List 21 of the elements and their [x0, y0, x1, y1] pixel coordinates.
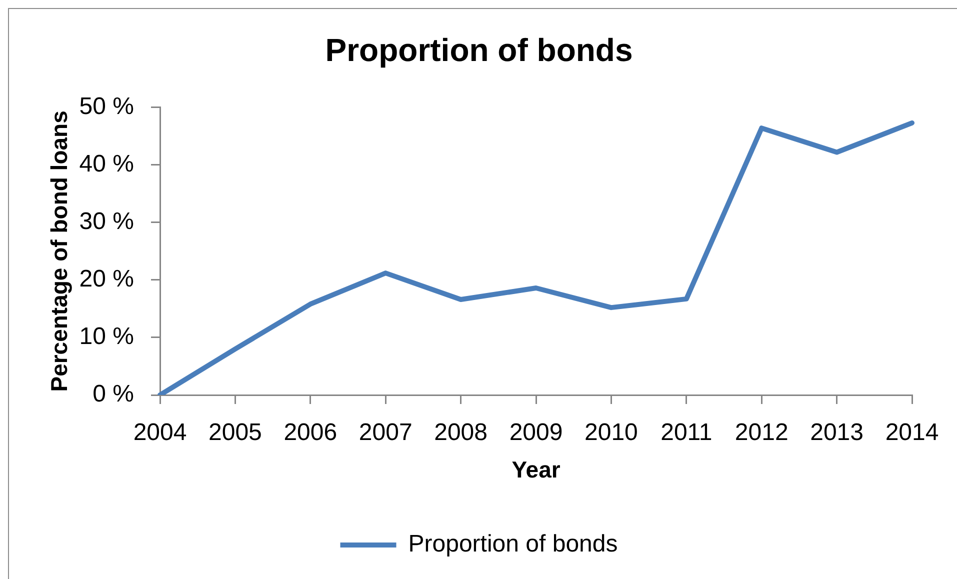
y-tick-label: 20 % — [79, 266, 134, 293]
x-tick-label: 2014 — [885, 419, 939, 446]
x-tick-label: 2005 — [208, 419, 262, 446]
x-tick-label: 2010 — [584, 419, 638, 446]
x-tick-label: 2008 — [434, 419, 488, 446]
x-tick-label: 2013 — [810, 419, 864, 446]
chart-title: Proportion of bonds — [325, 32, 633, 68]
y-tick-label: 40 % — [79, 150, 134, 178]
y-axis-title: Percentage of bond loans — [46, 110, 72, 392]
x-axis-title: Year — [512, 456, 560, 483]
y-tick-label: 30 % — [79, 208, 134, 236]
x-tick-label: 2006 — [284, 419, 338, 446]
x-tick-label: 2007 — [358, 419, 412, 446]
x-tick-label: 2009 — [509, 419, 563, 446]
x-tick-label: 2004 — [133, 419, 187, 446]
x-tick-label: 2012 — [734, 419, 788, 446]
y-tick-label: 50 % — [79, 93, 134, 120]
y-tick-label: 10 % — [79, 323, 134, 350]
x-tick-label: 2011 — [660, 419, 712, 446]
legend-label: Proportion of bonds — [408, 530, 618, 558]
y-tick-label: 0 % — [92, 380, 134, 408]
